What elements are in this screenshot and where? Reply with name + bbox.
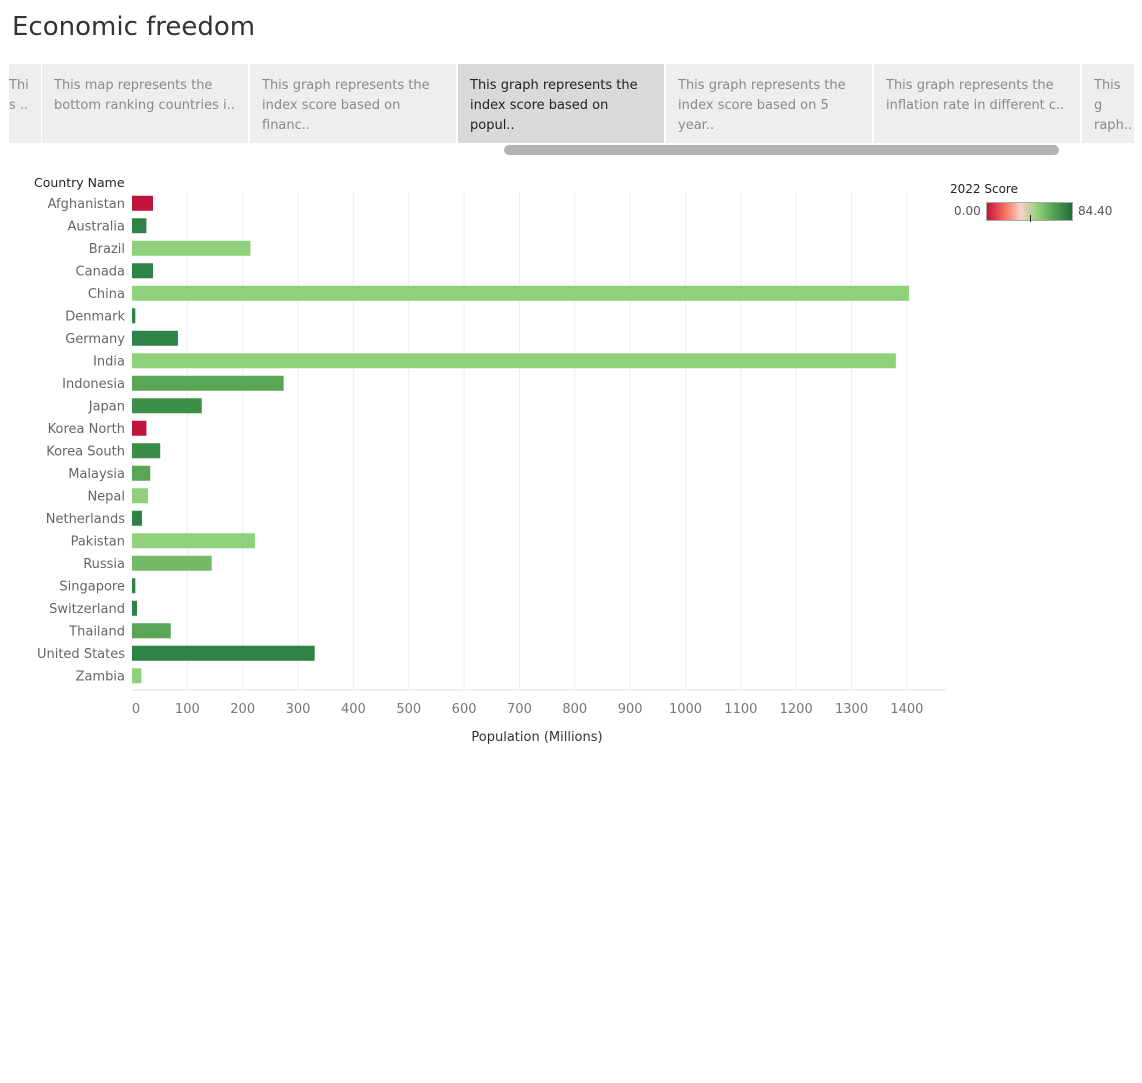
story-scrollbar[interactable] — [9, 144, 1134, 156]
category-label: Thailand — [68, 624, 125, 639]
bar[interactable] — [132, 353, 896, 369]
story-point-4[interactable]: This graph represents the index score ba… — [458, 64, 664, 143]
story-point-6[interactable]: This graph represents the inflation rate… — [874, 64, 1080, 143]
story-point-7[interactable]: This g raph.. — [1082, 64, 1134, 143]
bar[interactable] — [132, 195, 154, 211]
x-tick-label: 0 — [132, 702, 140, 717]
legend-midpoint-marker — [1030, 215, 1031, 222]
story-point-5[interactable]: This graph represents the index score ba… — [666, 64, 872, 143]
x-tick-label: 500 — [396, 702, 421, 717]
category-label: Australia — [67, 219, 125, 234]
bar[interactable] — [132, 308, 136, 324]
bar-chart: Country Name Afghanistan Australia Brazil Ca… — [34, 175, 946, 745]
story-point-2[interactable]: This map represents the bottom ranking c… — [42, 64, 248, 143]
bar[interactable] — [132, 443, 161, 459]
story-point-text: This map represents the — [54, 78, 213, 93]
legend-title: 2022 Score — [950, 182, 1018, 196]
page-title: Economic freedom — [12, 12, 256, 42]
bar[interactable] — [132, 285, 910, 301]
bar[interactable] — [132, 465, 151, 481]
category-label: Nepal — [87, 489, 125, 504]
row-header-label: Country Name — [34, 175, 125, 190]
category-label: Germany — [65, 332, 125, 347]
story-point-text: raph.. — [1094, 118, 1133, 133]
story-navigator: Thi s .. This map represents the bottom … — [9, 64, 1134, 143]
story-point-text: index score based on popul.. — [470, 98, 609, 133]
category-label: Russia — [83, 557, 125, 572]
x-tick-label: 600 — [452, 702, 477, 717]
bar[interactable] — [132, 375, 284, 391]
category-label: Korea South — [46, 444, 125, 459]
x-tick-label: 1200 — [780, 702, 813, 717]
legend-min-label: 0.00 — [954, 204, 981, 218]
story-point-text: This graph represents the — [262, 78, 430, 93]
bar[interactable] — [132, 533, 255, 549]
bar[interactable] — [132, 263, 154, 279]
category-label: India — [93, 354, 125, 369]
story-point-text: This graph represents the — [470, 78, 638, 93]
color-legend-ramp[interactable] — [986, 202, 1073, 222]
bar[interactable] — [132, 645, 315, 661]
bar[interactable] — [132, 600, 137, 616]
story-point-text: This g — [1094, 78, 1121, 113]
x-tick-label: 1100 — [724, 702, 757, 717]
bar[interactable] — [132, 555, 212, 571]
category-label: Indonesia — [62, 377, 125, 392]
story-point-text: inflation rate in different c.. — [886, 98, 1065, 113]
bar[interactable] — [132, 510, 142, 526]
story-point-text: s .. — [9, 98, 29, 113]
bar[interactable] — [132, 330, 178, 346]
category-label: Singapore — [59, 579, 125, 594]
bar[interactable] — [132, 488, 149, 504]
bar[interactable] — [132, 420, 147, 436]
x-tick-label: 700 — [507, 702, 532, 717]
category-label: Zambia — [76, 669, 125, 684]
x-tick-label: 1400 — [890, 702, 923, 717]
story-point-text: index score based on 5 year.. — [678, 98, 829, 133]
category-label: Malaysia — [68, 467, 125, 482]
story-point-text: Thi — [9, 78, 29, 93]
category-label: Korea North — [48, 422, 125, 437]
bar[interactable] — [132, 218, 147, 234]
x-tick-label: 900 — [618, 702, 643, 717]
x-tick-label: 800 — [562, 702, 587, 717]
bar[interactable] — [132, 623, 171, 639]
x-tick-label: 300 — [286, 702, 311, 717]
x-tick-label: 1000 — [669, 702, 702, 717]
bar[interactable] — [132, 240, 251, 256]
category-label: Switzerland — [49, 602, 125, 617]
story-point-text: index score based on financ.. — [262, 98, 401, 133]
story-point-1[interactable]: Thi s .. — [9, 64, 41, 143]
bar[interactable] — [132, 398, 202, 414]
x-tick-label: 100 — [175, 702, 200, 717]
category-label: Pakistan — [71, 534, 125, 549]
x-axis-title: Population (Millions) — [471, 730, 602, 745]
bar[interactable] — [132, 578, 136, 594]
story-point-3[interactable]: This graph represents the index score ba… — [250, 64, 456, 143]
category-label: China — [88, 287, 125, 302]
story-point-text: bottom ranking countries i.. — [54, 98, 235, 113]
category-label: United States — [37, 647, 125, 662]
legend-max-label: 84.40 — [1078, 204, 1113, 218]
scrollbar-thumb[interactable] — [504, 145, 1059, 155]
category-label: Brazil — [89, 242, 125, 257]
story-point-text: This graph represents the — [886, 78, 1054, 93]
category-label: Denmark — [65, 309, 125, 324]
x-tick-label: 1300 — [835, 702, 868, 717]
category-label: Netherlands — [46, 512, 125, 527]
x-tick-label: 200 — [230, 702, 255, 717]
category-label: Japan — [88, 399, 125, 414]
category-label: Canada — [76, 264, 125, 279]
x-tick-label: 400 — [341, 702, 366, 717]
bar[interactable] — [132, 668, 142, 684]
category-label: Afghanistan — [48, 197, 125, 212]
story-point-text: This graph represents the — [678, 78, 846, 93]
